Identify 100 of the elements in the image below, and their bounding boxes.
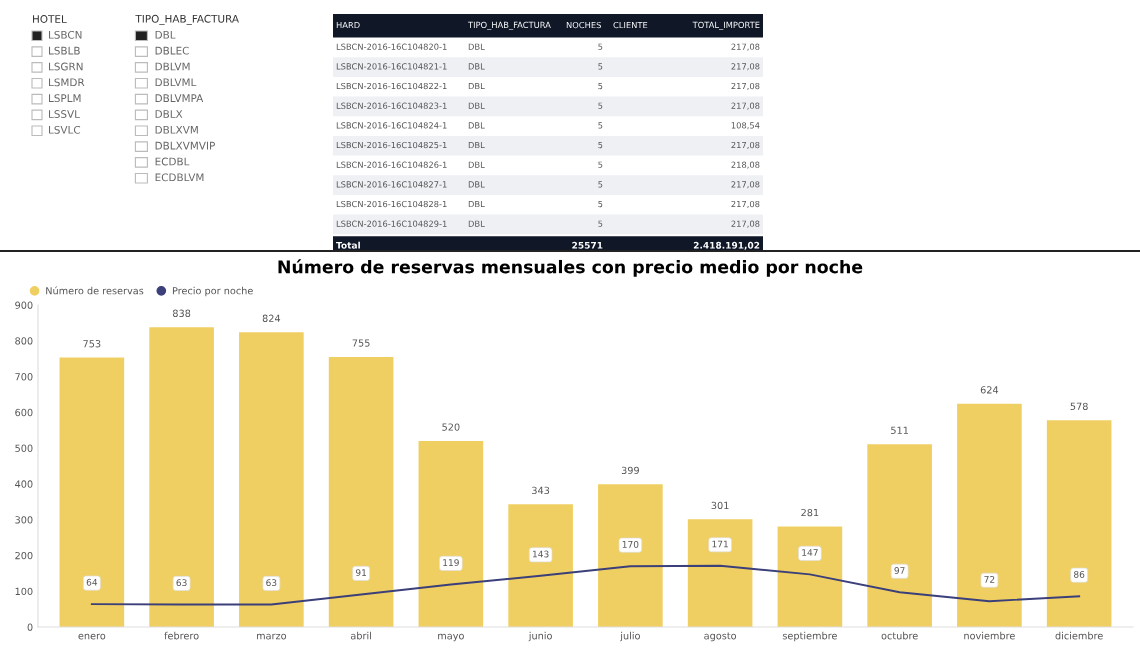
legend-label: Precio por noche <box>172 286 253 297</box>
text: 217,08 <box>731 141 760 150</box>
text: LSBCN-2016-16C104828-1 <box>336 200 447 208</box>
data-label: 624 <box>980 386 999 394</box>
text: ECDBLVM <box>155 173 204 182</box>
text: DBLEC <box>155 46 189 55</box>
data-label: 171 <box>712 540 728 548</box>
text: 108,54 <box>731 122 760 130</box>
x-tick-label: noviembre <box>964 631 1015 640</box>
text: 217,08 <box>731 200 760 209</box>
data-label: 511 <box>891 426 909 434</box>
text: DBLVML <box>155 78 197 87</box>
text: DBL <box>468 63 485 70</box>
data-label: 64 <box>86 578 98 586</box>
text: LSBCN-2016-16C104823-1 <box>336 102 447 109</box>
text: LSBCN-2016-16C104825-1 <box>336 141 447 149</box>
text: LSGRN <box>49 62 83 71</box>
text: 5 <box>598 220 603 227</box>
text: 5 <box>598 43 603 50</box>
y-tick-label: 900 <box>15 301 33 309</box>
text: LSBCN-2016-16C104824-1 <box>336 122 447 129</box>
text: TIPO_HAB_FACTURA <box>467 21 551 30</box>
data-label: 119 <box>443 559 459 567</box>
text: DBLX <box>155 110 183 118</box>
text: DBL <box>468 220 485 227</box>
text: 5 <box>598 161 603 168</box>
text: TIPO_HAB_FACTURA <box>135 14 239 26</box>
text: 25571 <box>572 241 603 249</box>
bar <box>418 440 484 627</box>
data-label: 170 <box>622 540 639 548</box>
x-tick-label: abril <box>350 631 371 640</box>
text: DBLVM <box>155 62 190 71</box>
text: DBL <box>468 200 485 208</box>
data-label: 578 <box>1070 402 1088 410</box>
data-label: 72 <box>984 576 995 583</box>
text: DBL <box>468 161 485 168</box>
text: 5 <box>598 200 603 208</box>
y-tick-label: 0 <box>27 623 33 631</box>
y-tick-label: 400 <box>15 480 33 488</box>
text: HARD <box>336 22 360 29</box>
x-tick-label: diciembre <box>1055 631 1103 640</box>
data-label: 520 <box>442 423 460 431</box>
data-label: 301 <box>711 501 729 510</box>
text: LSSVL <box>49 110 80 118</box>
data-label: 143 <box>533 550 549 558</box>
text: LSBCN <box>49 30 82 39</box>
bar <box>59 357 125 627</box>
x-tick-label: octubre <box>881 631 918 640</box>
text: 5 <box>598 63 603 70</box>
text: DBLVMPA <box>155 94 204 102</box>
bar <box>777 526 843 627</box>
y-tick-label: 200 <box>15 551 33 560</box>
text: LSBCN-2016-16C104821-1 <box>336 63 447 70</box>
text: LSBCN-2016-16C104829-1 <box>336 220 447 227</box>
data-label: 86 <box>1074 570 1085 578</box>
text: 5 <box>598 141 603 149</box>
text: DBLXVM <box>155 126 198 134</box>
data-label: 753 <box>83 340 101 348</box>
text: NOCHES <box>566 21 601 29</box>
data-label: 63 <box>266 579 277 587</box>
text: LSBCN-2016-16C104820-1 <box>336 43 447 50</box>
text: TOTAL_IMPORTE <box>692 21 760 30</box>
text: LSBCN-2016-16C104822-1 <box>336 82 447 90</box>
x-tick-label: agosto <box>704 632 737 642</box>
text: 217,08 <box>731 82 760 91</box>
data-label: 63 <box>176 579 187 587</box>
bar <box>149 327 214 627</box>
data-label: 281 <box>801 508 819 517</box>
text: LSVLC <box>49 125 81 134</box>
x-tick-label: mayo <box>438 633 464 642</box>
y-tick-label: 600 <box>15 408 33 417</box>
text: LSMDR <box>49 78 85 87</box>
legend-label: Número de reservas <box>46 286 144 295</box>
text: 217,08 <box>731 102 760 110</box>
text: 217,08 <box>731 181 760 189</box>
text: 5 <box>598 122 603 129</box>
data-label: 97 <box>894 567 905 574</box>
text: DBL <box>155 31 176 39</box>
bar <box>687 519 753 627</box>
text: 218,08 <box>731 161 760 169</box>
text: 5 <box>598 181 603 188</box>
data-label: 755 <box>352 339 370 347</box>
text: LSBCN-2016-16C104827-1 <box>336 181 447 188</box>
data-label: 343 <box>532 486 550 495</box>
text: DBL <box>468 102 485 109</box>
x-tick-label: septiembre <box>782 631 837 642</box>
text: 217,08 <box>731 43 760 51</box>
text: LSPLM <box>49 94 81 103</box>
text: DBLXVMVIP <box>155 141 215 150</box>
data-label: 399 <box>621 466 639 475</box>
text: 217,08 <box>731 220 760 228</box>
data-label: 91 <box>355 569 367 577</box>
text: 217,08 <box>731 63 760 71</box>
bar <box>867 444 932 627</box>
text: DBL <box>468 82 485 90</box>
text: 5 <box>598 82 603 90</box>
bar <box>1046 420 1112 627</box>
y-tick-label: 300 <box>15 516 33 524</box>
data-label: 147 <box>802 549 818 556</box>
text: DBL <box>468 181 485 188</box>
